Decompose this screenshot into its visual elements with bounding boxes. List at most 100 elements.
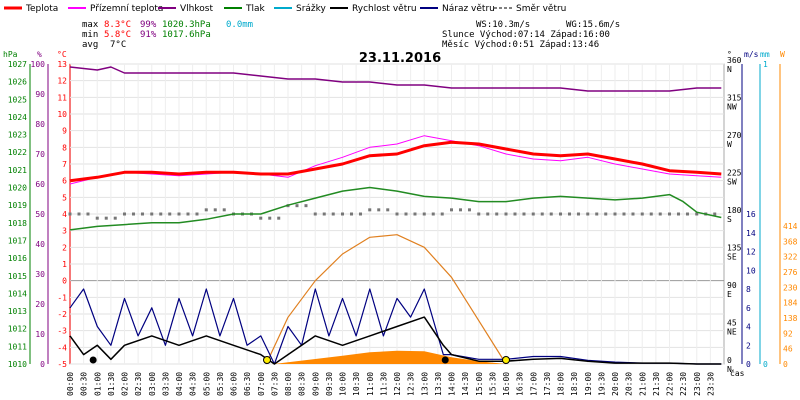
wind-direction-point xyxy=(341,212,344,216)
wind-direction-point xyxy=(467,208,471,212)
sunset-marker xyxy=(502,356,510,364)
ms-tick-label: 12 xyxy=(746,248,756,257)
legend-label-naraz-vetru: Náraz větru xyxy=(442,4,495,14)
time-tick-label: 04:30 xyxy=(189,372,198,396)
hpa-tick-label: 1014 xyxy=(8,289,27,298)
hpa-tick-label: 1027 xyxy=(8,60,27,69)
moonrise-marker xyxy=(89,356,97,364)
time-tick-label: 09:00 xyxy=(311,372,320,396)
hpa-tick-label: 1020 xyxy=(8,184,27,193)
sun-moon-markers xyxy=(89,356,510,364)
time-tick-label: 16:00 xyxy=(502,372,511,396)
time-tick-label: 17:30 xyxy=(543,372,552,396)
legend-item-teplota: Teplota xyxy=(4,4,58,14)
ms-tick-label: 10 xyxy=(746,266,756,275)
wind-direction-point xyxy=(685,212,689,216)
degc-tick-label: 2 xyxy=(62,243,67,252)
wind-direction-point xyxy=(377,208,381,212)
pct-tick-label: 100 xyxy=(31,60,46,69)
w-tick-label: 92 xyxy=(783,329,793,338)
wind-direction-point xyxy=(186,212,190,216)
hpa-tick-label: 1022 xyxy=(8,148,27,157)
wind-direction-point xyxy=(95,216,99,220)
time-tick-label: 21:00 xyxy=(638,372,647,396)
legend-item-vlhkost: Vlhkost xyxy=(158,4,213,14)
w-tick-label: 414 xyxy=(783,222,798,231)
legend-label-vlhkost: Vlhkost xyxy=(180,4,213,14)
time-tick-label: 20:30 xyxy=(625,372,634,396)
temperature-line xyxy=(69,140,722,183)
legend-item-naraz-vetru: Náraz větru xyxy=(420,4,495,14)
stat-min-temp: 5.8°C xyxy=(104,30,131,40)
degc-tick-label: 6 xyxy=(62,177,67,186)
wind-direction-point xyxy=(658,212,662,216)
degc-tick-label: -4 xyxy=(57,343,67,352)
legend-item-prizemni-teplota: Přízemní teplota xyxy=(68,4,163,14)
wind-direction-point xyxy=(268,216,272,220)
legend-item-rychlost-vetru: Rychlost větru xyxy=(330,4,417,14)
degc-tick-label: 0 xyxy=(62,277,67,286)
degc-tick-label: 3 xyxy=(62,227,67,236)
wind-direction-point xyxy=(304,204,308,208)
legend-item-smer-vetru: Směr větru xyxy=(494,4,566,14)
dir-tick-degree: 225 xyxy=(727,169,742,178)
time-tick-label: 06:00 xyxy=(230,372,239,396)
time-tick-label: 02:30 xyxy=(134,372,143,396)
hpa-tick-label: 1016 xyxy=(8,254,27,263)
wind-direction-point xyxy=(495,212,499,216)
wind-direction-point xyxy=(522,212,526,216)
hpa-tick-label: 1018 xyxy=(8,219,27,228)
wind-direction-point xyxy=(104,216,108,220)
hpa-tick-label: 1023 xyxy=(8,131,27,140)
time-tick-label: 11:00 xyxy=(366,372,375,396)
degc-tick-label: 13 xyxy=(57,60,67,69)
w-tick-label: 0 xyxy=(783,360,788,369)
legend-label-smer-vetru: Směr větru xyxy=(516,4,566,14)
legend-label-teplota: Teplota xyxy=(25,4,58,14)
stat-max-temp: 8.3°C xyxy=(104,20,131,30)
wind-direction-point xyxy=(559,212,562,216)
degc-tick-label: 9 xyxy=(62,127,67,136)
wind-direction-point xyxy=(604,212,608,216)
wind-speed-line xyxy=(69,316,722,365)
degc-tick-label: 8 xyxy=(62,143,67,152)
solar-max-curve xyxy=(265,234,507,365)
pct-tick-label: 20 xyxy=(35,300,45,309)
dir-tick-cardinal: N xyxy=(727,365,732,374)
pressure-line xyxy=(69,186,722,231)
stat-min-label: min xyxy=(82,30,98,40)
wind-direction-point xyxy=(531,212,535,216)
w-tick-label: 368 xyxy=(783,237,798,246)
time-tick-label: 13:30 xyxy=(434,372,443,396)
wind-direction-point xyxy=(159,212,163,216)
axis-unit-ms: m/s xyxy=(744,50,759,59)
stat-min-pres: 1017.6hPa xyxy=(162,30,211,40)
mm-tick-label: 1 xyxy=(763,60,768,69)
legend-label-srazky: Srážky xyxy=(296,4,327,14)
dir-tick-cardinal: SE xyxy=(727,253,737,262)
stat-min-hum: 91% xyxy=(140,30,157,40)
ms-tick-label: 2 xyxy=(746,341,751,350)
moonset-marker xyxy=(441,356,449,364)
stat-max-pres: 1020.3hPa xyxy=(162,20,211,30)
wind-direction-point xyxy=(431,212,435,216)
ms-tick-label: 6 xyxy=(746,304,751,313)
wind-direction-point xyxy=(140,212,144,216)
hpa-tick-label: 1015 xyxy=(8,272,27,281)
hpa-tick-label: 1026 xyxy=(8,78,27,87)
wind-direction-point xyxy=(77,212,81,216)
wind-direction-point xyxy=(631,212,635,216)
time-tick-label: 23:30 xyxy=(706,372,715,396)
time-tick-label: 22:30 xyxy=(679,372,688,396)
pct-tick-label: 80 xyxy=(35,120,45,129)
wind-direction-point xyxy=(713,212,717,216)
time-tick-label: 06:30 xyxy=(243,372,252,396)
wind-direction-point xyxy=(313,212,317,216)
time-tick-label: 23:00 xyxy=(693,372,702,396)
stat-avg-label: avg xyxy=(82,40,98,50)
dir-tick-cardinal: W xyxy=(727,140,732,149)
wind-direction-point xyxy=(640,212,644,216)
hpa-tick-label: 1017 xyxy=(8,236,27,245)
dir-tick-degree: 45 xyxy=(727,319,737,328)
wind-gust-line xyxy=(69,288,722,365)
